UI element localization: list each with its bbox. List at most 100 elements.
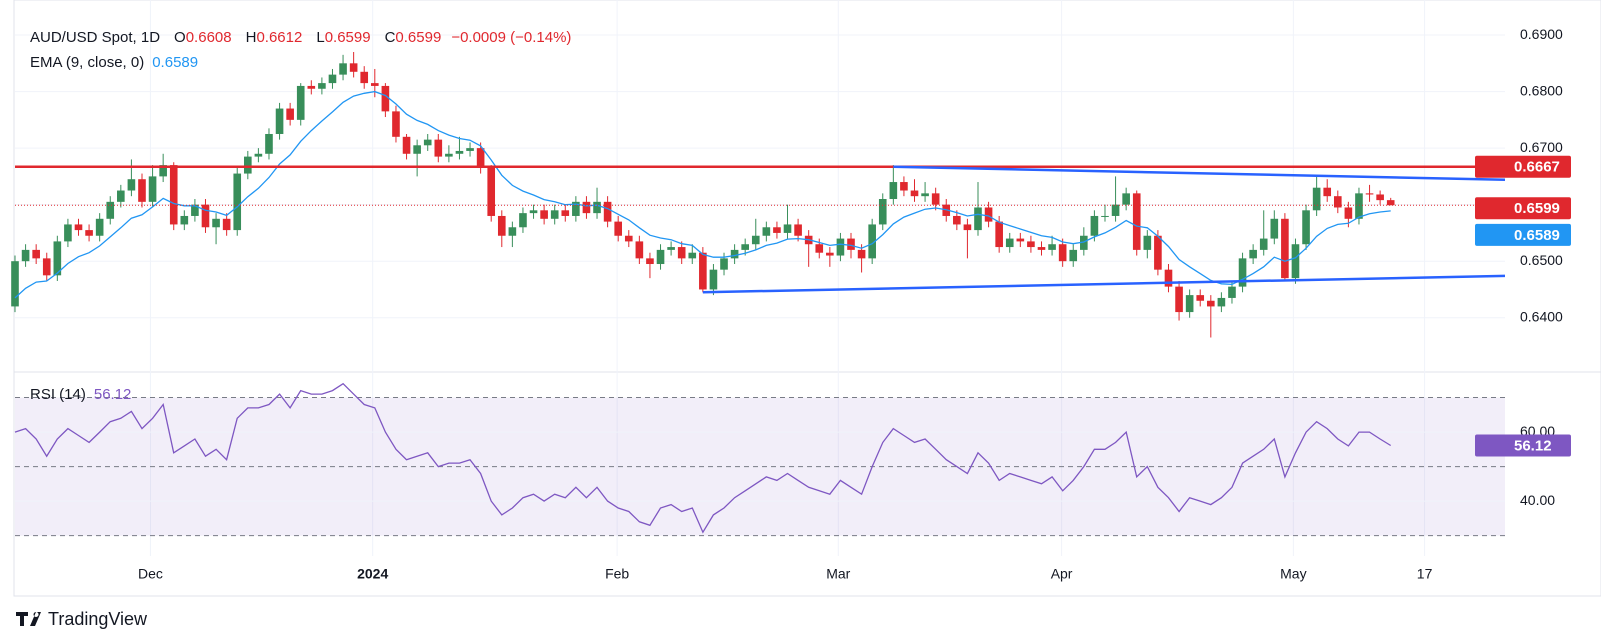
- candle-body: [815, 244, 824, 253]
- price-badge-label: 56.12: [1514, 437, 1552, 454]
- rsi-tick-label: 40.00: [1520, 492, 1555, 508]
- candle-body: [709, 269, 718, 290]
- candle-body: [1132, 193, 1141, 250]
- candle-body: [95, 218, 104, 236]
- x-tick-label: May: [1280, 566, 1306, 582]
- candle-body: [953, 215, 961, 225]
- candle-body: [445, 153, 453, 157]
- candle-body: [487, 167, 496, 216]
- candle-body: [751, 235, 760, 245]
- legend: AUD/USD Spot, 1D O0.6608 H0.6612 L0.6599 C0.…: [30, 29, 571, 46]
- candle-body: [910, 190, 919, 197]
- candle-body: [529, 210, 538, 214]
- x-tick-label: Apr: [1051, 566, 1073, 582]
- candle-body: [1185, 295, 1194, 313]
- candle-body: [64, 224, 72, 242]
- candle-body: [74, 224, 83, 231]
- candle-body: [593, 201, 601, 214]
- candle-body: [1238, 258, 1247, 287]
- candle-body: [222, 218, 231, 231]
- candle-body: [328, 74, 337, 84]
- candle-body: [826, 252, 834, 256]
- candle-body: [1228, 286, 1236, 298]
- candle-body: [275, 108, 284, 134]
- ema-legend: EMA (9, close, 0) 0.6589: [30, 54, 198, 71]
- candle-body: [1154, 235, 1162, 270]
- candle-body: [1323, 187, 1332, 197]
- candle-body: [540, 210, 548, 219]
- candle-body: [286, 108, 294, 120]
- candle-body: [106, 201, 115, 219]
- candle-body: [254, 153, 263, 157]
- candle-body: [349, 63, 358, 72]
- x-tick-label: 17: [1417, 566, 1433, 582]
- candle-body: [169, 165, 178, 225]
- candle-body: [741, 244, 749, 250]
- candle-body: [1302, 210, 1310, 245]
- candle-body: [360, 71, 369, 84]
- candle-body: [603, 201, 612, 222]
- candle-body: [85, 230, 93, 236]
- brand-name: TradingView: [48, 609, 148, 629]
- price-badge-label: 0.6599: [1514, 200, 1560, 217]
- candle-body: [561, 210, 570, 216]
- candle-body: [339, 63, 347, 75]
- x-tick-label: Mar: [826, 566, 850, 582]
- candle-body: [677, 247, 686, 259]
- ohlc-field-value: 0.6612: [256, 29, 302, 46]
- candle-body: [244, 156, 252, 174]
- candle-body: [11, 261, 19, 307]
- candle-body: [1016, 238, 1025, 242]
- candle-body: [1122, 193, 1130, 205]
- trendline: [893, 165, 1506, 182]
- candle-body: [21, 249, 30, 262]
- ohlc-field-label: O: [174, 29, 186, 46]
- candle-body: [1376, 194, 1384, 201]
- price-badge-label: 0.6589: [1514, 227, 1560, 244]
- price-badge: [1475, 197, 1571, 220]
- candle-body: [1080, 235, 1088, 250]
- candle-body: [413, 145, 421, 154]
- ema-value: 0.6589: [152, 54, 198, 71]
- candle-body: [381, 85, 390, 112]
- candle-body: [1069, 249, 1078, 262]
- candle-body: [1365, 193, 1374, 195]
- candle-body: [1217, 297, 1226, 307]
- ohlc-field-label: H: [246, 29, 257, 46]
- candle-body: [1048, 244, 1056, 250]
- candle-body: [42, 258, 51, 276]
- candle-body: [233, 173, 242, 231]
- candle-body: [1291, 244, 1300, 279]
- candle-body: [1111, 204, 1120, 216]
- candle-body: [1090, 215, 1099, 236]
- candle-body: [1355, 193, 1363, 219]
- rsi-band: [15, 397, 1505, 536]
- candle-body: [1270, 218, 1279, 239]
- candle-body: [508, 227, 517, 236]
- candle-body: [635, 241, 644, 259]
- candle-body: [720, 258, 728, 270]
- candle-body: [646, 258, 654, 265]
- candle-body: [995, 221, 1003, 248]
- candle-body: [699, 252, 707, 290]
- candle-body: [762, 227, 771, 236]
- candle-body: [402, 136, 411, 154]
- y-tick-label: 0.6400: [1520, 308, 1563, 324]
- candle-body: [212, 218, 220, 228]
- candle-body: [857, 249, 866, 259]
- candle-body: [1164, 269, 1173, 287]
- y-tick-label: 0.6900: [1520, 26, 1563, 42]
- candle-body: [1333, 196, 1342, 208]
- y-tick-label: 0.6700: [1520, 139, 1563, 155]
- candle-body: [878, 199, 887, 225]
- x-tick-label: Feb: [605, 566, 629, 582]
- y-tick-label: 0.6500: [1520, 252, 1563, 268]
- candle-body: [138, 179, 146, 202]
- candle-body: [191, 204, 199, 216]
- candle-body: [466, 148, 474, 151]
- candle-body: [550, 210, 559, 219]
- rsi-value: 56.12: [94, 386, 132, 403]
- candle-body: [1143, 235, 1152, 250]
